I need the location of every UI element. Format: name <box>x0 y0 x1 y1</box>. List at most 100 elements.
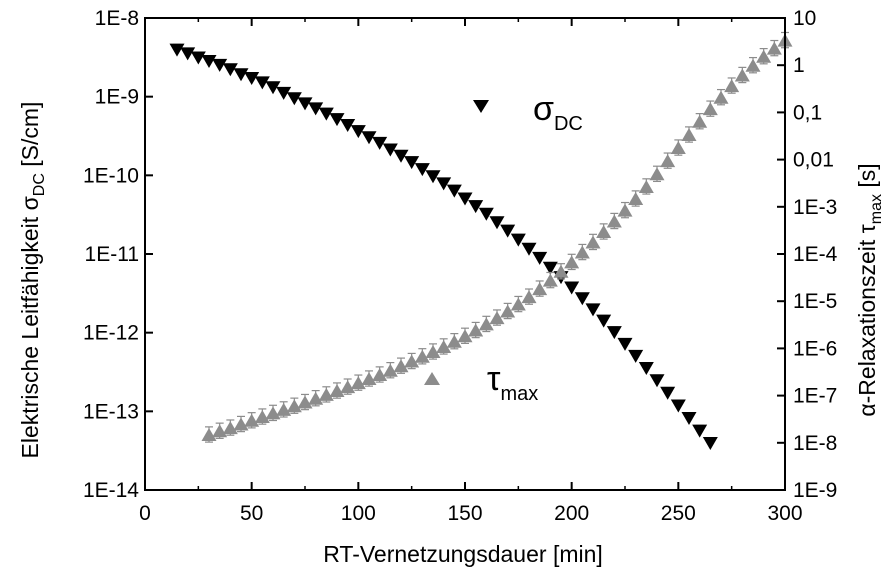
data-point <box>638 362 654 376</box>
data-point <box>201 54 217 68</box>
data-point <box>564 255 580 269</box>
y-left-tick-label: 1E-10 <box>83 164 139 187</box>
data-point <box>318 387 334 401</box>
data-point <box>681 412 697 426</box>
y-right-tick-label: 10 <box>793 7 816 30</box>
data-point <box>596 314 612 328</box>
data-point <box>350 376 366 390</box>
axes: 0 50 100 150 200 250 300 1E-14 1E-13 1E-12 1E-11 1E… <box>83 7 838 525</box>
data-point <box>414 163 430 177</box>
data-point <box>670 141 686 155</box>
data-point <box>638 179 654 193</box>
y-right-tick-label: 0,01 <box>793 149 834 172</box>
data-point <box>553 264 569 278</box>
plot-area <box>169 31 793 451</box>
data-point <box>617 337 633 351</box>
y-left-title-sub: DC <box>31 173 48 196</box>
data-point <box>254 76 270 90</box>
data-point <box>766 41 782 55</box>
data-point <box>521 290 537 304</box>
y-left-tick-label: 1E-12 <box>83 322 139 345</box>
y-left-title-main: Elektrische Leitfähigkeit σ <box>17 196 43 458</box>
y-left-tick-label: 1E-14 <box>83 479 139 502</box>
data-point <box>233 417 249 431</box>
legend: σDC τmax <box>424 90 583 405</box>
data-point <box>308 102 324 116</box>
data-point <box>329 384 345 398</box>
data-point <box>201 427 217 441</box>
data-point <box>446 184 462 198</box>
data-point <box>190 51 206 65</box>
y-right-axis-title: α-Relaxationszeit τmax [s] <box>854 163 885 416</box>
y-left-tick-label: 1E-9 <box>95 86 139 109</box>
data-point <box>724 79 740 93</box>
y-right-tick-label: 0,1 <box>793 101 822 124</box>
data-point <box>542 273 558 287</box>
data-point <box>350 125 366 139</box>
data-point <box>510 297 526 311</box>
y-right-tick-label: 1E-8 <box>793 432 837 455</box>
data-point <box>276 86 292 100</box>
data-point <box>628 191 644 205</box>
data-point <box>244 72 260 86</box>
x-tick-label: 50 <box>240 502 263 525</box>
data-point <box>425 170 441 184</box>
data-point <box>734 68 750 82</box>
data-point <box>713 90 729 104</box>
data-point <box>574 245 590 259</box>
data-point <box>660 154 676 168</box>
data-point <box>532 251 548 265</box>
data-point <box>692 114 708 128</box>
data-point <box>361 372 377 386</box>
data-point <box>468 200 484 214</box>
data-point <box>617 203 633 217</box>
data-point <box>564 281 580 295</box>
data-point <box>393 149 409 163</box>
data-point <box>521 242 537 256</box>
y-left-tick-label: 1E-11 <box>85 243 139 266</box>
data-point <box>265 81 281 95</box>
data-point <box>404 354 420 368</box>
data-point <box>212 58 228 72</box>
data-point <box>681 128 697 142</box>
legend-label-sigma: σDC <box>533 90 583 135</box>
data-point <box>436 177 452 191</box>
data-point <box>372 136 388 150</box>
data-point <box>510 233 526 247</box>
data-point <box>233 68 249 82</box>
data-point <box>500 224 516 238</box>
y-right-title-unit: [s] <box>854 163 880 194</box>
data-point <box>372 367 388 381</box>
data-point <box>628 349 644 363</box>
data-point <box>585 303 601 317</box>
data-point <box>585 235 601 249</box>
data-point <box>169 43 185 57</box>
data-point <box>297 97 313 111</box>
data-point <box>649 167 665 181</box>
y-right-tick-label: 1E-7 <box>793 385 837 408</box>
data-point <box>702 437 718 451</box>
data-point <box>222 421 238 435</box>
data-point <box>340 119 356 133</box>
y-right-title-main: α-Relaxationszeit τ <box>854 224 880 416</box>
data-point <box>286 399 302 413</box>
data-point <box>404 156 420 170</box>
y-right-tick-label: 1E-4 <box>793 243 838 266</box>
data-point <box>745 58 761 72</box>
y-right-title-sub: max <box>868 194 885 224</box>
data-point <box>446 334 462 348</box>
legend-marker-sigma <box>473 100 489 113</box>
data-point <box>308 391 324 405</box>
data-point <box>692 424 708 438</box>
data-point <box>606 326 622 340</box>
y-left-axis-title: Elektrische Leitfähigkeit σDC [S/cm] <box>17 102 48 459</box>
data-point <box>329 113 345 127</box>
data-point <box>361 131 377 145</box>
data-point <box>382 363 398 377</box>
legend-sigma-symbol: σ <box>533 90 554 128</box>
series-tau-max <box>201 31 793 443</box>
x-tick-label: 0 <box>139 502 151 525</box>
data-point <box>265 406 281 420</box>
data-point <box>286 92 302 106</box>
